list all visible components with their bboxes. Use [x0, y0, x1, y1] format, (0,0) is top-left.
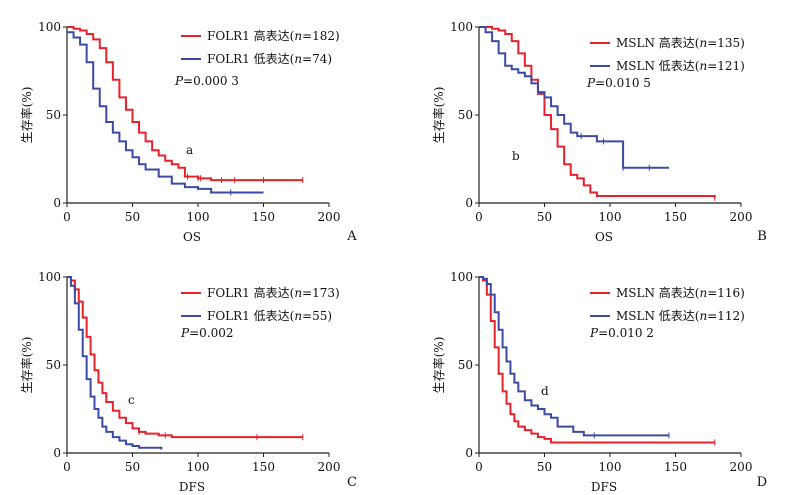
- series-high: [67, 26, 304, 184]
- x-tick-label: 0: [63, 460, 71, 474]
- y-tick-label: 0: [53, 196, 61, 210]
- panel-label: C: [347, 475, 357, 490]
- y-axis-label: 生存率(%): [19, 337, 34, 394]
- y-tick-label: 0: [465, 446, 473, 460]
- x-tick-label: 0: [475, 210, 483, 224]
- legend-label: FOLR1 高表达(n=182): [207, 28, 340, 43]
- x-tick-label: 50: [125, 210, 140, 224]
- series-low: [67, 276, 163, 450]
- p-value-label: P=0.010 5: [586, 76, 651, 90]
- y-tick-label: 100: [450, 20, 473, 34]
- x-tick-label: 100: [599, 460, 622, 474]
- y-tick-label: 50: [458, 108, 473, 122]
- series-low: [67, 31, 264, 196]
- p-value-label: P=0.010 2: [589, 326, 654, 340]
- panel-a: 0 50 100 150 200 0 50 100 OS 生存率(%) A FOLR1 高表达(n=1…: [19, 20, 357, 244]
- x-axis-label: DFS: [179, 480, 205, 494]
- legend-label: MSLN 低表达(n=121): [616, 59, 745, 73]
- x-tick-label: 50: [537, 460, 552, 474]
- series-high: [479, 26, 716, 201]
- series-high: [67, 276, 304, 441]
- legend-label: MSLN 高表达(n=116): [616, 285, 745, 300]
- x-tick-label: 50: [537, 210, 552, 224]
- series-high: [479, 276, 716, 446]
- y-axis-label: 生存率(%): [431, 87, 446, 144]
- x-axis-label: DFS: [591, 480, 617, 494]
- curve-annotation: d: [541, 384, 549, 398]
- curve-annotation: b: [512, 149, 520, 163]
- panel-c: 0 50 100 150 200 0 50 100 DFS 生存率(%) C FOLR1 高表达(n=…: [19, 270, 357, 494]
- survival-curve: [67, 26, 303, 182]
- y-tick-label: 100: [450, 270, 473, 284]
- series-low: [479, 26, 669, 171]
- y-tick-label: 0: [465, 196, 473, 210]
- y-axis-label: 生存率(%): [19, 87, 34, 144]
- y-axis-label: 生存率(%): [431, 337, 446, 394]
- survival-curve: [479, 276, 715, 444]
- curve-annotation: a: [186, 143, 193, 157]
- survival-curve: [479, 276, 669, 437]
- y-tick-label: 50: [46, 108, 61, 122]
- legend-label: FOLR1 高表达(n=173): [207, 285, 340, 300]
- x-tick-label: 100: [599, 210, 622, 224]
- x-tick-label: 150: [664, 210, 687, 224]
- legend-label: FOLR1 低表达(n=55): [207, 309, 332, 323]
- x-tick-label: 50: [125, 460, 140, 474]
- x-tick-label: 150: [252, 460, 275, 474]
- x-tick-label: 150: [664, 460, 687, 474]
- legend-label: MSLN 高表达(n=135): [616, 35, 745, 50]
- y-tick-label: 100: [38, 20, 61, 34]
- p-value-label: P=0.002: [180, 326, 234, 340]
- panel-b: 0 50 100 150 200 0 50 100 OS 生存率(%) B MSLN 高表达(n=13…: [431, 20, 767, 244]
- x-axis-label: OS: [595, 230, 613, 244]
- y-tick-label: 50: [458, 358, 473, 372]
- x-tick-label: 0: [475, 460, 483, 474]
- y-tick-label: 50: [46, 358, 61, 372]
- panel-d: 0 50 100 150 200 0 50 100 DFS 生存率(%) D MSLN 高表达(n=1…: [431, 270, 767, 494]
- legend-label: FOLR1 低表达(n=74): [207, 52, 332, 66]
- x-tick-label: 200: [730, 210, 753, 224]
- x-tick-label: 0: [63, 210, 71, 224]
- x-axis-label: OS: [183, 230, 201, 244]
- survival-curve: [67, 276, 303, 439]
- survival-curve: [67, 276, 163, 450]
- x-tick-label: 100: [187, 210, 210, 224]
- x-tick-label: 200: [318, 460, 341, 474]
- panel-label: D: [757, 475, 767, 490]
- p-value-label: P=0.000 3: [174, 74, 239, 88]
- x-tick-label: 100: [187, 460, 210, 474]
- y-tick-label: 100: [38, 270, 61, 284]
- y-tick-label: 0: [53, 446, 61, 460]
- x-tick-label: 200: [730, 460, 753, 474]
- x-tick-label: 150: [252, 210, 275, 224]
- survival-curve: [479, 26, 716, 198]
- survival-curve: [479, 26, 669, 169]
- panel-label: B: [757, 229, 767, 244]
- panel-label: A: [346, 229, 357, 244]
- x-tick-label: 200: [318, 210, 341, 224]
- legend-label: MSLN 低表达(n=112): [616, 309, 745, 323]
- curve-annotation: c: [128, 393, 135, 407]
- series-low: [479, 276, 670, 439]
- survival-curve: [67, 31, 264, 194]
